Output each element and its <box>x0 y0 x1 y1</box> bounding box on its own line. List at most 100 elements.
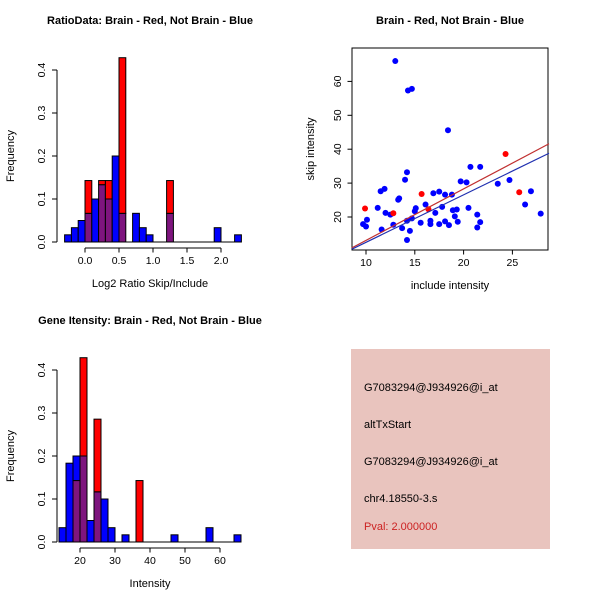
hist-bar-red <box>84 180 93 214</box>
gene-info-panel: G7083294@J934926@i_at altTxStart G708329… <box>351 349 550 549</box>
x-tick-label: 1.0 <box>146 255 161 267</box>
hist-bar-blue <box>111 155 120 243</box>
scatter-point <box>439 203 446 210</box>
chart-title: Brain - Red, Not Brain - Blue <box>376 15 524 27</box>
y-tick-label: 50 <box>332 109 344 121</box>
scatter-point <box>411 208 418 215</box>
x-tick-label: 40 <box>144 555 156 567</box>
hist-bar-blue <box>234 234 242 243</box>
scatter-point <box>467 163 474 170</box>
hist-bar-overlap <box>166 212 174 243</box>
hist-bar-blue <box>86 520 95 543</box>
hist-bar-blue <box>145 234 154 243</box>
scatter-point <box>392 58 399 65</box>
scatter-point <box>390 210 397 217</box>
scatter-point <box>403 169 410 176</box>
scatter-point <box>406 227 413 234</box>
hist-bar-red <box>79 357 88 457</box>
y-tick-label: 0.4 <box>36 63 48 78</box>
x-tick-label: 1.5 <box>180 255 195 267</box>
scatter-point <box>463 179 470 186</box>
hist-bar-overlap <box>104 198 113 243</box>
x-tick-label: 50 <box>179 555 191 567</box>
scatter-point <box>418 190 425 197</box>
scatter-point <box>363 223 369 230</box>
scatter-point <box>465 204 472 211</box>
scatter-point <box>522 201 529 208</box>
histogram-bars <box>58 357 242 543</box>
x-axis: 20 30 40 50 60 <box>74 547 226 567</box>
x-axis-label: Intensity <box>130 578 171 590</box>
ratio-histogram-panel: RatioData: Brain - Red, Not Brain - Blue… <box>5 15 253 290</box>
scatter-point <box>502 150 509 157</box>
hist-bar-red <box>118 57 127 214</box>
scatter-point <box>436 188 443 195</box>
scatter-point <box>382 209 389 216</box>
gene-intensity-histogram-panel: Gene Itensity: Brain - Red, Not Brain - … <box>5 315 262 590</box>
hist-bar-blue <box>58 527 67 543</box>
hist-bar-blue <box>64 234 72 243</box>
scatter-point <box>537 210 544 217</box>
y-axis-label: Frequency <box>5 130 17 182</box>
y-tick-label: 0.4 <box>36 363 48 378</box>
hist-bar-overlap <box>84 212 93 243</box>
brain-fit-line <box>351 143 550 249</box>
probe-id-top: G7083294@J934926@i_at <box>364 382 498 394</box>
hist-bar-red <box>104 180 113 200</box>
y-tick-label: 0.3 <box>36 106 48 121</box>
y-tick-label: 30 <box>332 177 344 189</box>
y-tick-label: 0.2 <box>36 449 48 464</box>
hist-bar-overlap <box>79 455 88 543</box>
x-tick-label: 0.0 <box>78 255 93 267</box>
scatter-points-not-brain <box>360 58 544 244</box>
scatter-point <box>474 211 481 218</box>
hist-bar-blue <box>132 212 140 243</box>
hist-bar-blue <box>138 227 147 243</box>
hist-bar-blue <box>77 220 86 243</box>
scatter-point <box>422 201 429 208</box>
histogram-bars <box>64 57 242 243</box>
hist-bar-blue <box>233 534 242 543</box>
x-axis: 0.0 0.5 1.0 1.5 2.0 <box>78 247 229 267</box>
scatter-point <box>381 185 388 192</box>
hist-bar-blue <box>121 534 130 543</box>
not-brain-fit-line <box>351 152 550 250</box>
scatter-point <box>457 178 464 185</box>
scatter-point <box>399 225 406 232</box>
probe-id-bottom: G7083294@J934926@i_at <box>364 456 498 468</box>
y-axis-label: Frequency <box>5 430 17 482</box>
y-tick-label: 40 <box>332 143 344 155</box>
hist-bar-blue <box>107 527 116 543</box>
x-tick-label: 2.0 <box>214 255 229 267</box>
scatter-point <box>427 221 434 228</box>
hist-bar-red <box>135 480 144 543</box>
hist-bar-red <box>98 180 106 186</box>
scatter-point <box>444 127 451 134</box>
x-tick-label: 20 <box>74 555 86 567</box>
scatter-point <box>362 205 369 212</box>
hist-bar-blue <box>72 455 81 482</box>
y-tick-label: 0.3 <box>36 406 48 421</box>
y-axis: 20 30 40 50 60 <box>332 75 352 223</box>
hist-bar-red <box>166 180 174 214</box>
scatter-point <box>442 218 449 225</box>
y-axis: 0.0 0.1 0.2 0.3 0.4 <box>36 63 58 250</box>
x-tick-label: 0.5 <box>112 255 127 267</box>
x-tick-label: 25 <box>507 257 519 269</box>
chart-title: RatioData: Brain - Red, Not Brain - Blue <box>47 15 253 27</box>
y-axis-label: skip intensity <box>305 117 317 180</box>
x-tick-label: 20 <box>458 257 470 269</box>
pval-text: Pval: 2.000000 <box>364 521 438 533</box>
y-tick-label: 0.0 <box>36 235 48 250</box>
hist-bar-blue <box>213 227 222 243</box>
scatter-point <box>516 189 523 196</box>
hist-bar-blue <box>205 527 214 543</box>
scatter-point <box>474 224 481 231</box>
hist-bar-blue <box>65 462 74 543</box>
x-tick-label: 10 <box>360 257 372 269</box>
scatter-point <box>527 188 534 195</box>
scatter-point <box>402 176 409 183</box>
scatter-point <box>374 204 381 211</box>
hist-bar-red <box>93 418 102 493</box>
